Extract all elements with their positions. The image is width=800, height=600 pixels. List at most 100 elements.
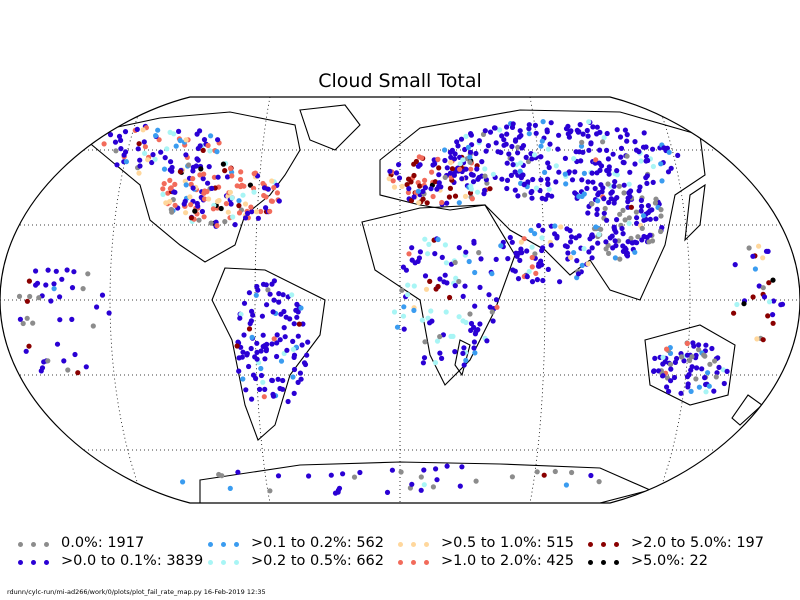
station-marker: [638, 208, 644, 214]
station-marker: [253, 375, 259, 382]
station-marker: [459, 176, 465, 182]
station-marker: [563, 181, 569, 187]
station-marker: [296, 321, 302, 327]
station-marker: [522, 192, 528, 198]
station-marker: [232, 222, 238, 228]
station-marker: [724, 368, 730, 374]
station-marker: [122, 129, 129, 135]
station-marker: [24, 315, 30, 321]
station-marker: [526, 131, 532, 137]
station-marker: [620, 207, 626, 213]
station-marker: [533, 185, 540, 191]
station-marker: [236, 210, 243, 216]
station-marker: [644, 234, 650, 240]
station-marker: [260, 379, 266, 385]
station-marker: [475, 327, 481, 333]
station-marker: [401, 326, 407, 332]
station-marker: [529, 264, 535, 270]
station-marker: [161, 166, 168, 172]
station-marker: [195, 145, 201, 152]
station-marker: [277, 337, 283, 343]
station-marker: [274, 190, 280, 196]
station-marker: [155, 127, 161, 133]
station-marker: [406, 176, 412, 182]
station-marker: [251, 189, 257, 195]
station-marker: [568, 234, 575, 240]
station-marker: [193, 163, 199, 169]
station-marker: [39, 365, 46, 371]
station-marker: [614, 127, 620, 133]
station-marker: [403, 267, 409, 273]
station-marker: [59, 276, 65, 282]
station-marker: [276, 291, 282, 297]
station-marker: [765, 248, 771, 254]
station-marker: [597, 129, 603, 135]
australia-outline: [644, 324, 736, 406]
station-marker: [479, 159, 485, 165]
station-marker: [523, 154, 529, 160]
station-marker: [437, 276, 443, 282]
station-marker: [190, 185, 196, 191]
station-marker: [444, 280, 450, 286]
station-marker: [499, 133, 505, 139]
station-marker: [585, 179, 591, 185]
station-marker: [457, 161, 463, 167]
station-marker: [509, 156, 515, 162]
station-marker: [571, 250, 577, 256]
station-marker: [624, 252, 630, 258]
station-marker: [553, 179, 559, 185]
station-marker: [539, 195, 545, 201]
station-marker: [601, 135, 607, 141]
station-marker: [576, 193, 582, 200]
station-marker: [27, 293, 33, 300]
station-marker: [305, 339, 311, 345]
japan-outline: [684, 183, 706, 242]
station-marker: [540, 277, 546, 284]
station-marker: [434, 186, 440, 192]
station-marker: [606, 171, 612, 177]
station-marker: [274, 340, 280, 346]
station-marker: [633, 209, 640, 215]
station-marker: [694, 365, 700, 371]
station-marker: [33, 268, 39, 274]
station-marker: [476, 250, 482, 256]
station-marker: [600, 139, 606, 145]
station-marker: [421, 355, 428, 361]
station-marker: [64, 267, 70, 273]
station-marker: [201, 196, 208, 202]
station-marker: [524, 274, 530, 280]
station-marker: [586, 249, 592, 255]
station-marker: [618, 145, 625, 151]
station-marker: [594, 124, 600, 130]
station-marker: [463, 357, 469, 363]
station-marker: [271, 297, 277, 303]
station-marker: [425, 251, 431, 257]
station-marker: [439, 254, 445, 260]
globe-outline: [0, 96, 800, 504]
station-marker: [420, 196, 426, 202]
station-marker: [447, 170, 453, 176]
station-marker: [211, 174, 217, 180]
station-marker: [250, 312, 256, 318]
station-marker: [75, 370, 81, 376]
station-marker: [471, 324, 477, 330]
station-marker: [36, 295, 42, 301]
station-marker: [518, 246, 524, 252]
station-marker: [435, 236, 441, 243]
station-marker: [153, 133, 159, 139]
station-marker: [112, 139, 119, 145]
station-marker: [16, 293, 23, 299]
station-marker: [422, 185, 428, 191]
station-marker: [419, 317, 425, 323]
station-marker: [61, 358, 67, 364]
station-marker: [201, 137, 208, 143]
station-marker: [489, 271, 495, 277]
station-marker: [589, 232, 595, 238]
station-marker: [626, 181, 632, 187]
station-marker: [621, 160, 627, 166]
legend-marker: [204, 558, 240, 568]
station-marker: [526, 268, 532, 275]
station-marker: [452, 193, 459, 199]
station-marker: [714, 370, 720, 376]
